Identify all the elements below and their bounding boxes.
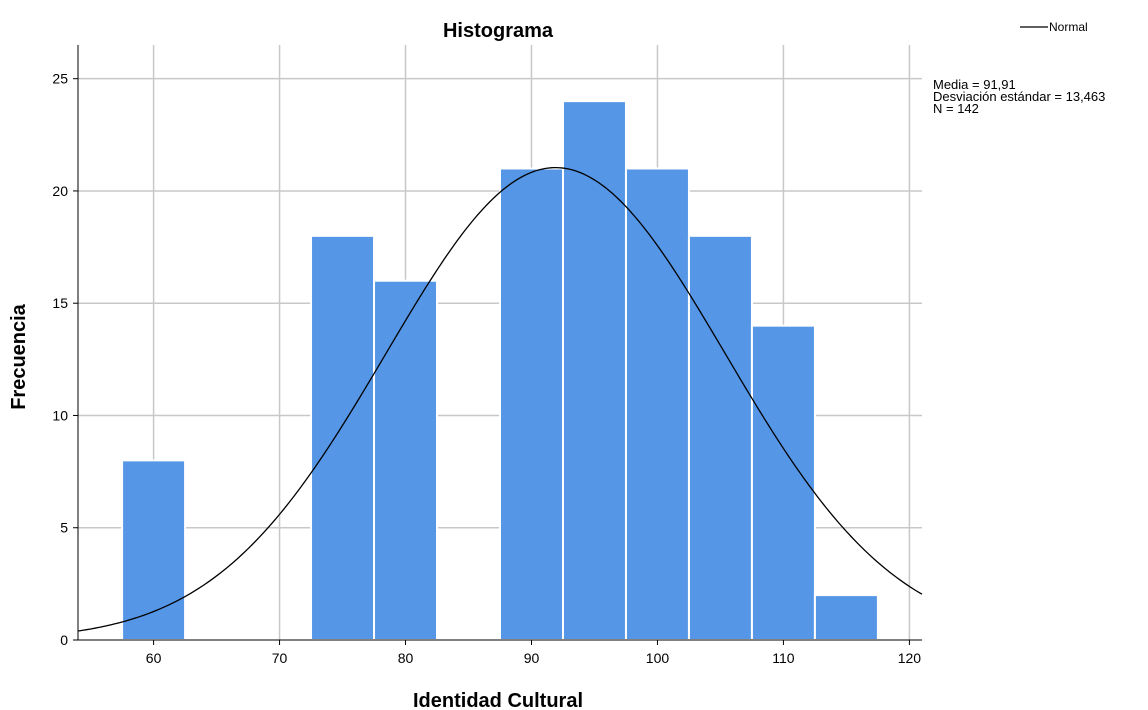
histogram-bar-9 [687,234,753,641]
histogram-bar-4 [373,279,439,641]
y-tick-label-5: 5 [60,520,68,536]
axes [73,45,922,645]
histogram-bar-0 [121,459,187,641]
y-tick-label-20: 20 [52,183,68,199]
stats-sd: Desviación estándar = 13,463 [933,89,1105,104]
histogram-bar-11 [813,594,879,642]
histogram-bar-8 [624,167,690,641]
x-tick-label-110: 110 [772,650,795,666]
x-tick-label-80: 80 [398,650,414,666]
x-tick-label-60: 60 [146,650,162,666]
histogram-bar-3 [310,234,376,641]
y-tick-label-0: 0 [60,632,68,648]
tick-labels: 60 70 80 90 100 110 120 0 5 10 15 20 25 [52,71,921,666]
chart-title: Histograma [443,20,554,42]
stats-n: N = 142 [933,101,979,116]
x-tick-label-100: 100 [646,650,670,666]
x-tick-label-70: 70 [272,650,288,666]
y-tick-label-15: 15 [52,295,68,311]
y-axis-title: Frecuencia [8,303,30,409]
legend-label-normal: Normal [1049,20,1088,34]
x-tick-label-90: 90 [524,650,540,666]
stats-box: Media = 91,91 Desviación estándar = 13,4… [933,77,1105,116]
y-tick-label-10: 10 [52,407,68,423]
legend: Normal [1020,20,1088,34]
x-axis-title: Identidad Cultural [413,690,583,710]
histogram-bar-10 [750,324,816,641]
histogram-bars [121,100,879,642]
histogram-bar-7 [561,100,627,641]
normal-curve [77,166,923,632]
histogram-bar-6 [499,167,564,641]
y-tick-label-25: 25 [52,71,68,87]
x-tick-label-120: 120 [898,650,922,666]
normal-curve-layer [77,166,923,632]
stats-mean: Media = 91,91 [933,77,1016,92]
